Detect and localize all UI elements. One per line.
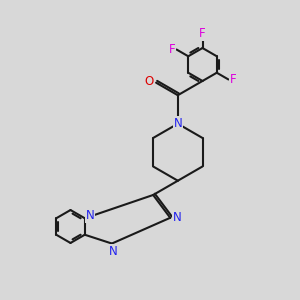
Text: N: N: [172, 211, 181, 224]
Text: F: F: [230, 73, 236, 86]
Text: F: F: [169, 43, 175, 56]
Text: N: N: [86, 209, 94, 222]
Text: F: F: [199, 27, 206, 40]
Text: N: N: [173, 117, 182, 130]
Text: N: N: [109, 244, 118, 257]
Text: O: O: [145, 75, 154, 88]
